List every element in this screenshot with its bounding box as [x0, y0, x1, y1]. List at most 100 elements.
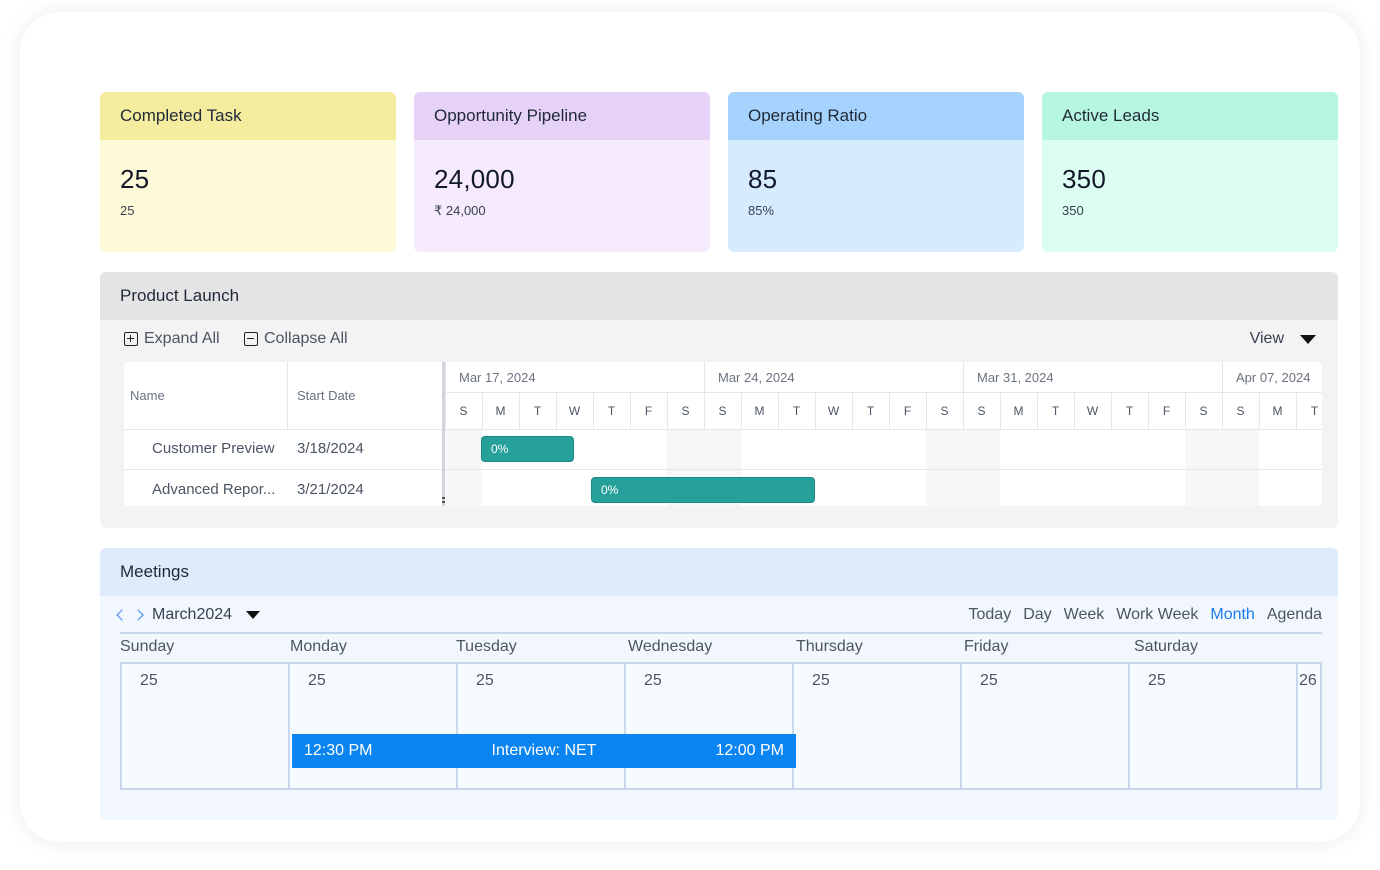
week-divider: [704, 362, 705, 392]
chevron-left-icon[interactable]: [116, 609, 128, 621]
weekday-header: Thursday: [796, 638, 863, 655]
card-body: 24,000 ₹ 24,000: [414, 140, 710, 252]
day-divider: [815, 393, 816, 429]
day-header: S: [1236, 404, 1245, 418]
day-cell-date[interactable]: 25: [812, 672, 830, 689]
day-header: S: [977, 404, 986, 418]
card-completed-task[interactable]: Completed Task 25 25: [100, 92, 396, 252]
day-divider: [1296, 664, 1298, 788]
day-cell-date[interactable]: 26: [1299, 672, 1317, 689]
view-today[interactable]: Today: [968, 606, 1012, 623]
task-name[interactable]: Customer Preview: [152, 440, 275, 457]
day-divider: [556, 393, 557, 429]
day-cell-date[interactable]: 25: [476, 672, 494, 689]
view-day[interactable]: Day: [1023, 606, 1052, 623]
row-divider: [124, 429, 442, 430]
day-divider: [519, 393, 520, 429]
card-header: Active Leads: [1042, 92, 1338, 140]
day-header: T: [1125, 404, 1134, 418]
day-cell-date[interactable]: 25: [980, 672, 998, 689]
collapse-all-button[interactable]: Collapse All: [244, 330, 348, 348]
task-start-date[interactable]: 3/21/2024: [297, 481, 364, 498]
view-dropdown[interactable]: View: [1250, 330, 1316, 348]
day-header: S: [681, 404, 690, 418]
weekday-header: Tuesday: [456, 638, 517, 655]
card-opportunity-pipeline[interactable]: Opportunity Pipeline 24,000 ₹ 24,000: [414, 92, 710, 252]
view-work-week[interactable]: Work Week: [1116, 606, 1199, 623]
card-body: 25 25: [100, 140, 396, 252]
day-divider: [1259, 393, 1260, 429]
day-divider: [1000, 393, 1001, 429]
week-header: Mar 24, 2024: [718, 369, 795, 385]
card-operating-ratio[interactable]: Operating Ratio 85 85%: [728, 92, 1024, 252]
event-start-time: 12:30 PM: [304, 742, 373, 759]
task-bar[interactable]: 0%: [481, 436, 574, 462]
day-cell-date[interactable]: 25: [644, 672, 662, 689]
day-divider: [1148, 393, 1149, 429]
day-divider: [1296, 393, 1297, 429]
meeting-event[interactable]: 12:30 PM Interview: NET 12:00 PM: [292, 734, 796, 768]
chevron-right-icon[interactable]: [132, 609, 144, 621]
day-header: T: [792, 404, 801, 418]
day-divider: [963, 393, 964, 429]
day-header: F: [644, 404, 653, 418]
day-divider: [1074, 393, 1075, 429]
event-end-time: 12:00 PM: [715, 742, 784, 759]
caret-down-icon[interactable]: [246, 611, 261, 619]
day-header: M: [1013, 404, 1024, 418]
card-body: 350 350: [1042, 140, 1338, 252]
day-divider: [778, 393, 779, 429]
week-header: Mar 17, 2024: [459, 369, 536, 385]
day-cell-date[interactable]: 25: [308, 672, 326, 689]
view-agenda[interactable]: Agenda: [1266, 606, 1322, 623]
weekday-header: Sunday: [120, 638, 175, 655]
task-bar[interactable]: 0%: [591, 477, 815, 503]
day-header: S: [1199, 404, 1208, 418]
day-header: T: [1310, 404, 1319, 418]
gantt-grid: Name Start Date Customer Preview 3/18/20…: [124, 362, 442, 506]
day-divider: [624, 664, 626, 788]
day-divider: [704, 393, 705, 429]
card-title: Completed Task: [120, 106, 242, 125]
current-month[interactable]: March2024: [152, 606, 233, 623]
week-header: Apr 07, 2024: [1236, 369, 1311, 385]
day-header: M: [1272, 404, 1283, 418]
day-divider: [1185, 393, 1186, 429]
weekday-header: Friday: [964, 638, 1009, 655]
day-header: S: [459, 404, 468, 418]
day-divider: [593, 393, 594, 429]
card-header: Operating Ratio: [728, 92, 1024, 140]
weekend-shade: [963, 429, 1000, 506]
view-switcher: Today Day Week Work Week Month Agenda: [957, 606, 1323, 624]
date-navigator: March2024: [116, 606, 261, 624]
view-label: View: [1249, 330, 1284, 347]
panel-header: Product Launch: [100, 272, 1338, 320]
day-divider: [1222, 393, 1223, 429]
expand-all-button[interactable]: Expand All: [124, 330, 220, 348]
day-cell-date[interactable]: 25: [140, 672, 158, 689]
column-header-start-date[interactable]: Start Date: [297, 388, 356, 403]
day-header: F: [903, 404, 912, 418]
day-header: T: [533, 404, 542, 418]
toolbar-divider: [120, 632, 1322, 634]
task-name[interactable]: Advanced Repor...: [152, 481, 276, 498]
card-active-leads[interactable]: Active Leads 350 350: [1042, 92, 1338, 252]
card-value: 85: [748, 164, 778, 194]
week-divider: [445, 362, 446, 392]
grid-splitter[interactable]: [442, 362, 445, 506]
day-divider: [792, 664, 794, 788]
day-header: T: [1051, 404, 1060, 418]
card-value: 350: [1062, 164, 1106, 194]
view-month[interactable]: Month: [1210, 606, 1255, 623]
task-start-date[interactable]: 3/18/2024: [297, 440, 364, 457]
day-header: S: [718, 404, 727, 418]
day-cell-date[interactable]: 25: [1148, 672, 1166, 689]
column-header-name[interactable]: Name: [130, 388, 165, 403]
view-week[interactable]: Week: [1063, 606, 1105, 623]
day-divider: [852, 393, 853, 429]
row-divider: [124, 469, 442, 470]
splitter-handle-icon: [442, 501, 445, 503]
meetings-panel: Meetings March2024 Today Day Week Work W…: [100, 548, 1338, 820]
splitter-handle-icon: [442, 497, 445, 499]
card-header: Opportunity Pipeline: [414, 92, 710, 140]
